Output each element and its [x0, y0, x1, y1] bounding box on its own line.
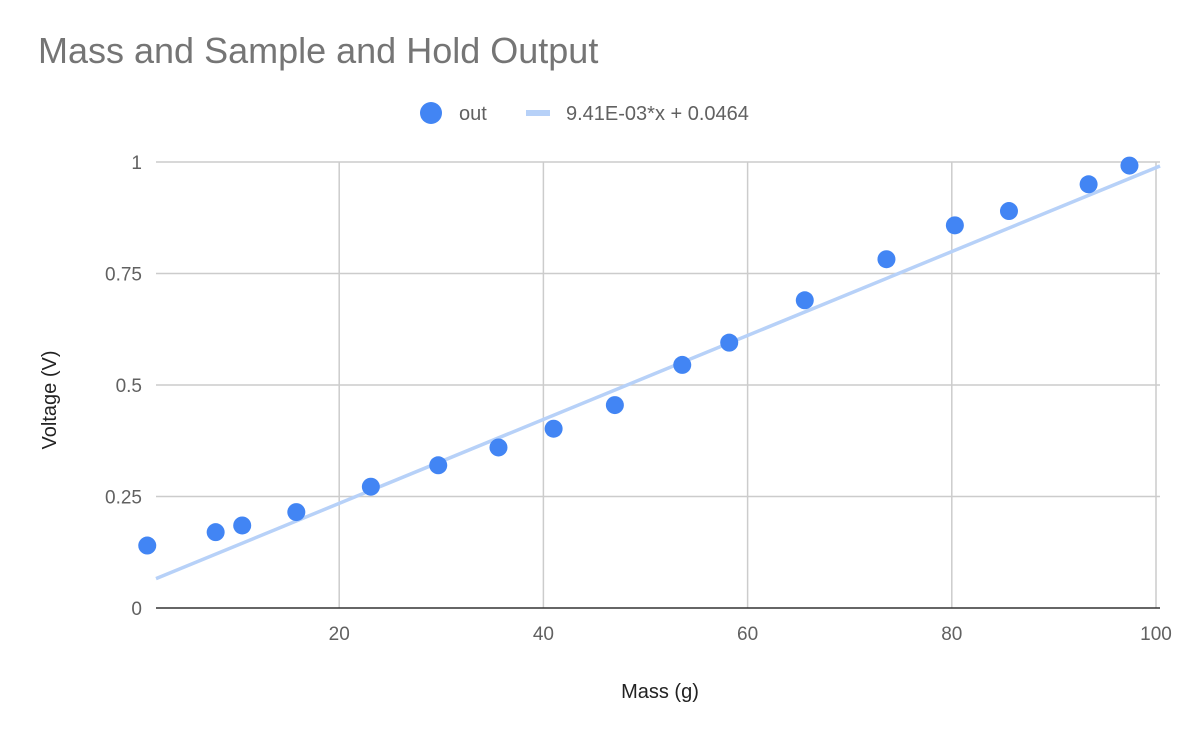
data-point: [489, 438, 508, 457]
data-point: [429, 456, 448, 475]
legend: out 9.41E-03*x + 0.0464: [420, 102, 749, 125]
y-tick-label: 0: [131, 599, 142, 620]
data-point: [945, 216, 964, 235]
data-point: [361, 477, 380, 496]
y-axis-title: Voltage (V): [39, 351, 61, 450]
legend-label-trendline: 9.41E-03*x + 0.0464: [566, 103, 749, 125]
data-point: [287, 503, 306, 522]
y-tick-label: 0.75: [105, 265, 142, 286]
data-point: [206, 523, 225, 542]
y-tick-label: 0.25: [105, 488, 142, 509]
y-tick-label: 1: [131, 153, 142, 174]
y-gridlines: [156, 161, 1160, 498]
data-point: [720, 333, 739, 352]
x-tick-label: 60: [737, 624, 758, 645]
data-point: [1079, 175, 1098, 194]
data-point: [1120, 156, 1139, 175]
data-point: [877, 250, 896, 269]
y-tick-labels: 0 0.25 0.5 0.75 1: [105, 153, 142, 620]
data-point: [795, 291, 814, 310]
legend-marker-out: [420, 102, 442, 124]
data-point: [233, 516, 252, 535]
x-tick-label: 100: [1140, 624, 1172, 645]
chart-title: Mass and Sample and Hold Output: [38, 30, 599, 71]
data-point: [544, 419, 563, 438]
x-tick-label: 40: [533, 624, 554, 645]
data-points: [138, 156, 1139, 555]
data-point: [999, 202, 1018, 221]
x-axis-title: Mass (g): [621, 681, 699, 703]
data-point: [605, 396, 624, 415]
trendline: [155, 164, 1161, 581]
data-point: [673, 355, 692, 374]
x-tick-label: 20: [329, 624, 350, 645]
y-tick-label: 0.5: [116, 376, 142, 397]
x-tick-labels: 20 40 60 80 100: [329, 624, 1172, 645]
legend-label-out: out: [459, 103, 487, 125]
x-tick-label: 80: [941, 624, 962, 645]
data-point: [138, 536, 157, 555]
